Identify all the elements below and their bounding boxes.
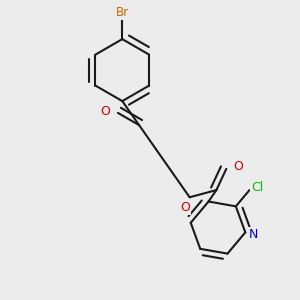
Text: N: N — [249, 229, 258, 242]
Text: O: O — [180, 200, 190, 214]
Text: O: O — [100, 105, 110, 118]
Text: Cl: Cl — [251, 181, 264, 194]
Text: Br: Br — [116, 6, 129, 19]
Text: O: O — [233, 160, 243, 173]
